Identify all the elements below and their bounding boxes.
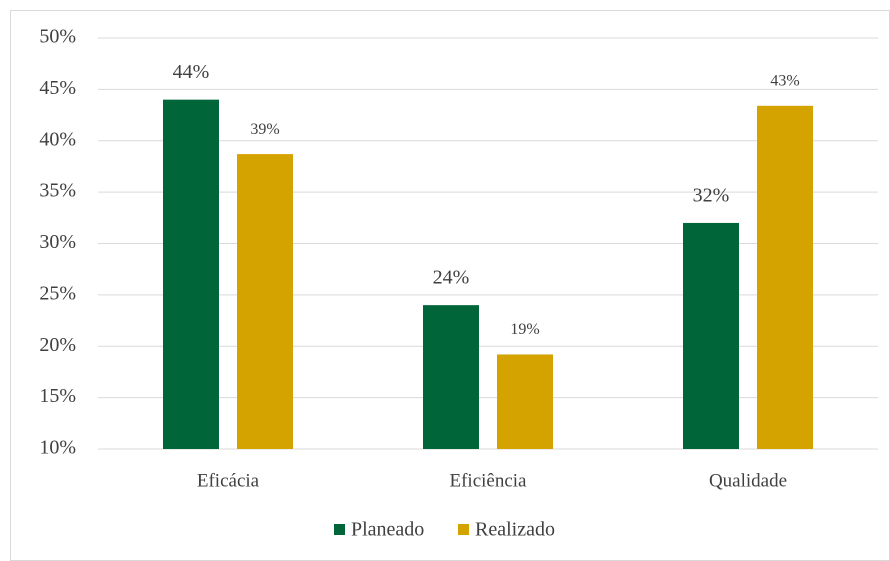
y-tick-label: 50%: [39, 26, 76, 48]
value-label: 19%: [510, 321, 539, 338]
x-tick-label: Eficiência: [449, 470, 527, 491]
y-tick-label: 30%: [39, 231, 76, 253]
legend-label: Realizado: [475, 519, 555, 541]
bar: [237, 154, 293, 450]
chart-frame: [10, 10, 890, 561]
bar: [163, 99, 219, 450]
y-tick-label: 45%: [39, 77, 76, 99]
y-tick-label: 25%: [39, 282, 76, 304]
y-tick-label: 40%: [39, 128, 76, 150]
bar: [423, 305, 479, 449]
value-label: 32%: [693, 185, 730, 207]
bar: [683, 222, 739, 449]
value-label: 44%: [173, 61, 210, 83]
y-tick-label: 35%: [39, 180, 76, 202]
value-label: 39%: [250, 121, 279, 138]
legend-swatch: [334, 524, 345, 535]
value-label: 43%: [770, 72, 799, 89]
y-tick-label: 20%: [39, 334, 76, 356]
value-label: 24%: [433, 267, 470, 289]
bar: [497, 354, 553, 449]
y-tick-label: 10%: [39, 437, 76, 459]
bar: [757, 105, 813, 449]
x-tick-label: Eficácia: [197, 470, 260, 491]
y-tick-label: 15%: [39, 385, 76, 407]
legend-label: Planeado: [351, 519, 424, 541]
legend-swatch: [458, 524, 469, 535]
x-tick-label: Qualidade: [709, 470, 787, 491]
